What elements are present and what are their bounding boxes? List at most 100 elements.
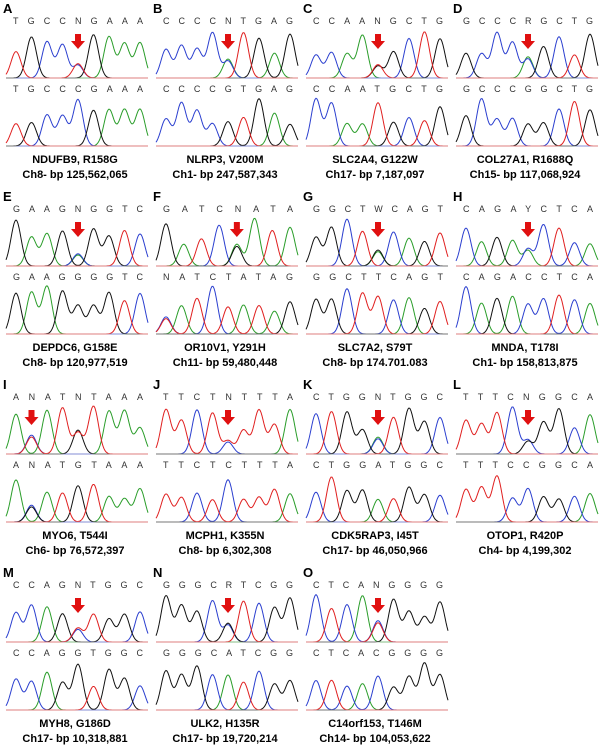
location-label: Ch8- bp 125,562,065 bbox=[22, 169, 127, 181]
gene-label: ULK2, H135R bbox=[190, 718, 259, 730]
location-label: Ch8- bp 6,302,308 bbox=[179, 545, 272, 557]
trace bbox=[156, 493, 299, 523]
gene-label: NLRP3, V200M bbox=[186, 154, 263, 166]
sequence: CCAGGTGGC bbox=[13, 648, 144, 658]
panel-letter: G bbox=[303, 189, 313, 204]
trace bbox=[455, 109, 599, 147]
panel: G GGCTWCAGT GGCTTCAGT SLC7A2, S79T Ch8- bp 1… bbox=[300, 188, 450, 374]
trace bbox=[156, 112, 298, 147]
gene-label: CDK5RAP3, I45T bbox=[331, 530, 419, 542]
panel-letter: I bbox=[3, 377, 7, 392]
arrow bbox=[371, 410, 385, 425]
panel: I ANATNTAAA ANATGTAAA MYO6, T544I Ch6- bp 76… bbox=[0, 376, 150, 562]
gene-label: OR10V1, Y291H bbox=[184, 342, 266, 354]
sequence: GATCNATA bbox=[163, 204, 293, 214]
trace bbox=[156, 98, 299, 147]
sequence: TTTCNGGCA bbox=[463, 392, 593, 402]
trace bbox=[6, 285, 148, 335]
sequence: ANATGTAAA bbox=[13, 460, 143, 470]
panel-letter: E bbox=[3, 189, 12, 204]
trace bbox=[456, 495, 598, 523]
sequence: CAGAYCTCA bbox=[463, 204, 593, 214]
sequence: CCAGNTGGC bbox=[13, 580, 144, 590]
sequence: CCAANGCTG bbox=[313, 16, 443, 26]
panel: C CCAANGCTG CCAATGCTG SLC2A4, G122W Ch17- bp… bbox=[300, 0, 450, 186]
trace bbox=[306, 122, 448, 147]
panel-letter: A bbox=[3, 1, 13, 16]
arrow bbox=[221, 598, 235, 613]
sequence: CAGACCTCA bbox=[463, 272, 593, 282]
trace bbox=[155, 297, 298, 335]
trace bbox=[155, 101, 298, 147]
trace bbox=[6, 98, 148, 147]
arrow bbox=[24, 410, 39, 425]
trace bbox=[6, 485, 148, 523]
gene-label: SLC2A4, G122W bbox=[332, 154, 418, 166]
trace bbox=[155, 223, 298, 267]
sequence: CCCCGTGAG bbox=[163, 84, 293, 94]
arrow bbox=[221, 34, 235, 49]
trace bbox=[6, 230, 148, 267]
location-label: Ch6- bp 76,572,397 bbox=[25, 545, 124, 557]
panel-letter: M bbox=[3, 565, 14, 580]
location-label: Ch8- bp 120,977,519 bbox=[22, 357, 127, 369]
trace bbox=[156, 224, 298, 267]
panel-letter: D bbox=[453, 1, 462, 16]
trace bbox=[155, 285, 298, 335]
panel: B CCCCNTGAG CCCCGTGAG NLRP3, V200M Ch1- bp 2… bbox=[150, 0, 300, 186]
panel-letter: H bbox=[453, 189, 462, 204]
trace bbox=[5, 123, 148, 147]
gene-label: MYO6, T544I bbox=[42, 530, 107, 542]
trace bbox=[155, 594, 299, 643]
panel: A TGCCNGAAA TGCCCGAAA NDUFB9, R158G Ch8- bp … bbox=[0, 0, 150, 186]
location-label: Ch11- bp 59,480,448 bbox=[173, 357, 278, 369]
gene-label: DEPDC6, G158E bbox=[33, 342, 118, 354]
sequence: TTCTCTTTA bbox=[163, 460, 293, 470]
panel-letter: N bbox=[153, 565, 162, 580]
sequence: CTCANGGGG bbox=[313, 580, 443, 590]
trace bbox=[456, 294, 598, 335]
panel: M CCAGNTGGC CCAGGTGGC MYH8, G186D Ch17- bp 1… bbox=[0, 564, 150, 750]
arrow bbox=[221, 410, 235, 425]
trace bbox=[156, 674, 298, 711]
trace bbox=[155, 488, 298, 523]
trace bbox=[5, 219, 148, 267]
sequence: TTTCCGGCA bbox=[463, 460, 593, 470]
location-label: Ch15- bp 117,068,924 bbox=[470, 169, 582, 181]
panel-letter: L bbox=[453, 377, 461, 392]
panel: F GATCNATA NATCTATAG OR10V1, Y291H Ch11- bp … bbox=[150, 188, 300, 374]
sequence: CTGGNTGGC bbox=[313, 392, 444, 402]
arrow bbox=[371, 598, 385, 613]
trace bbox=[306, 296, 448, 335]
panel-letter: O bbox=[303, 565, 313, 580]
trace bbox=[6, 232, 148, 267]
trace bbox=[306, 102, 448, 147]
location-label: Ch17- bp 7,187,097 bbox=[325, 169, 424, 181]
panel-letter: F bbox=[153, 189, 161, 204]
trace bbox=[5, 678, 149, 711]
sequence: GAAGNGGTC bbox=[13, 204, 144, 214]
arrow bbox=[521, 410, 535, 425]
location-label: Ch1- bp 158,813,875 bbox=[472, 357, 577, 369]
trace bbox=[305, 675, 448, 711]
arrow bbox=[71, 598, 85, 613]
trace bbox=[5, 290, 148, 335]
trace bbox=[156, 52, 298, 79]
trace bbox=[306, 498, 448, 523]
gene-label: C14orf153, T146M bbox=[328, 718, 422, 730]
panel: H CAGAYCTCA CAGACCTCA MNDA, T178I Ch1- bp 15… bbox=[450, 188, 600, 374]
panel: L TTTCNGGCA TTTCCGGCA OTOP1, R420P Ch4- bp 4… bbox=[450, 376, 600, 562]
trace bbox=[306, 292, 449, 335]
location-label: Ch17- bp 19,720,214 bbox=[172, 733, 278, 745]
trace bbox=[306, 662, 449, 711]
location-label: Ch17- bp 46,050,966 bbox=[322, 545, 427, 557]
location-label: Ch1- bp 247,587,343 bbox=[172, 169, 277, 181]
sequence: TGCCCGAAA bbox=[13, 84, 143, 94]
